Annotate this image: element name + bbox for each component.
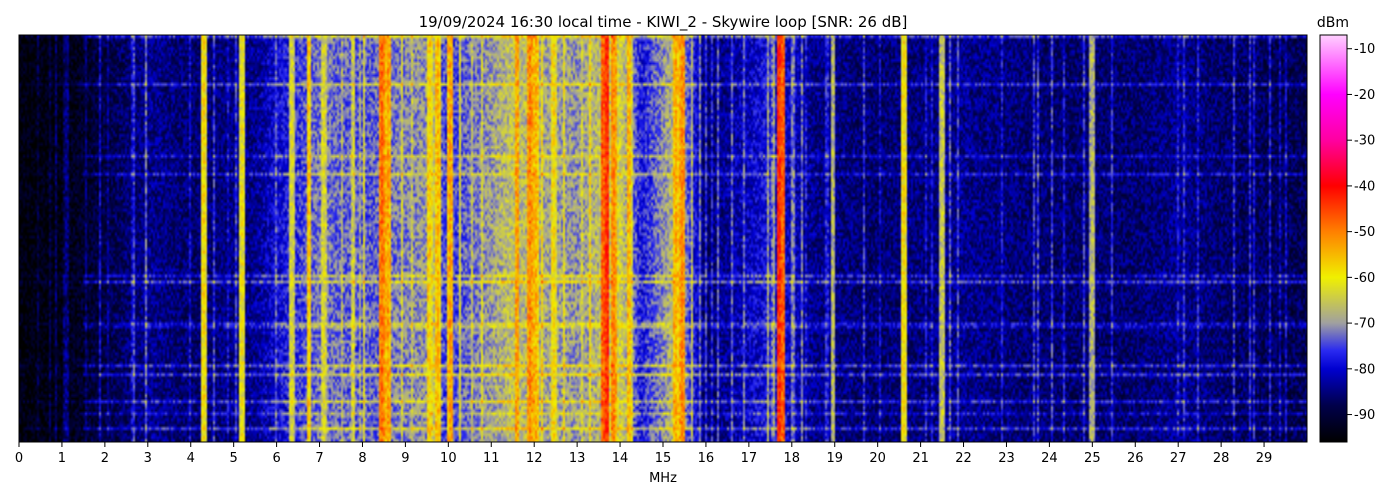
x-axis-label: MHz (649, 471, 677, 486)
colorbar-tick-label: -80 (1354, 362, 1375, 377)
x-tick-label: 24 (1041, 451, 1058, 466)
colorbar-tick-label: -20 (1354, 88, 1375, 103)
x-tick-label: 17 (741, 451, 758, 466)
x-tick-label: 19 (826, 451, 843, 466)
x-tick-label: 28 (1213, 451, 1230, 466)
x-tick-label: 9 (401, 451, 409, 466)
colorbar-tick-label: -50 (1354, 225, 1375, 240)
colorbar-tick-label: -60 (1354, 271, 1375, 286)
x-tick-label: 4 (187, 451, 195, 466)
colorbar (1319, 34, 1348, 443)
x-tick-label: 18 (784, 451, 801, 466)
colorbar-tick-label: -40 (1354, 179, 1375, 194)
colorbar-axis: -10 -20 -30 -40 -50 -60 -70 -80 -90 (1347, 42, 1375, 423)
x-tick-label: 21 (912, 451, 929, 466)
colorbar-label: dBm (1317, 15, 1349, 31)
heatmap-image (19, 35, 1307, 442)
x-tick-label: 5 (230, 451, 238, 466)
x-tick-label: 20 (869, 451, 886, 466)
chart-title: 19/09/2024 16:30 local time - KIWI_2 - S… (419, 13, 908, 32)
x-axis: 0 1 2 3 4 5 6 7 8 9 10 11 12 13 14 15 16 17 18 19 20 21 22 23 24… (15, 442, 1272, 466)
colorbar-tick-label: -90 (1354, 408, 1375, 423)
x-tick-label: 16 (698, 451, 715, 466)
x-tick-label: 14 (612, 451, 629, 466)
x-tick-label: 11 (483, 451, 500, 466)
x-tick-label: 26 (1127, 451, 1144, 466)
x-tick-label: 1 (58, 451, 66, 466)
x-tick-label: 3 (144, 451, 152, 466)
x-tick-label: 23 (998, 451, 1015, 466)
heatmap-layer (19, 35, 1307, 442)
colorbar-tick-label: -30 (1354, 134, 1375, 149)
x-tick-label: 22 (955, 451, 972, 466)
x-tick-label: 8 (358, 451, 366, 466)
x-tick-label: 25 (1084, 451, 1101, 466)
colorbar-tick-label: -70 (1354, 317, 1375, 332)
x-tick-label: 0 (15, 451, 23, 466)
x-tick-label: 6 (272, 451, 280, 466)
x-tick-label: 2 (101, 451, 109, 466)
x-tick-label: 29 (1256, 451, 1273, 466)
colorbar-tick-label: -10 (1354, 42, 1375, 57)
x-tick-label: 13 (569, 451, 586, 466)
x-tick-label: 10 (440, 451, 457, 466)
x-tick-label: 15 (655, 451, 672, 466)
x-tick-label: 7 (315, 451, 323, 466)
x-tick-label: 27 (1170, 451, 1187, 466)
x-tick-label: 12 (526, 451, 543, 466)
